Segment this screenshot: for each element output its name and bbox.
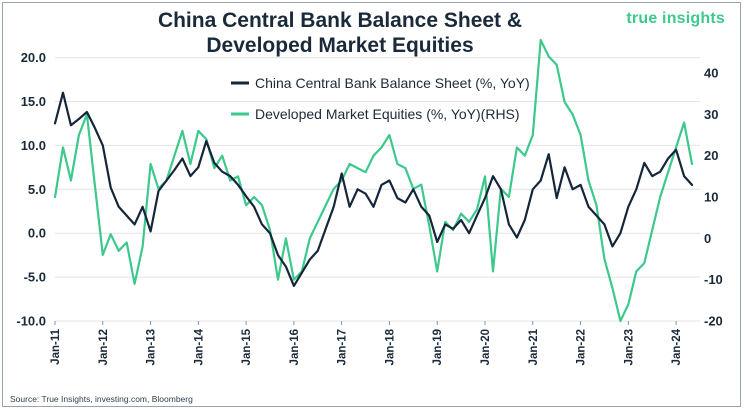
- x-axis: Jan-11 Jan-12 Jan-13 Jan-14 Jan-15 Jan-16 Jan-…: [50, 321, 683, 365]
- x-tick-label: Jan-13: [146, 329, 158, 365]
- chart-frame: [2, 2, 741, 407]
- x-tick-label: Jan-11: [50, 328, 62, 364]
- legend-label: Developed Market Equities (%, YoY)(RHS): [255, 106, 520, 122]
- left-axis: 20.0 15.0 10.0 5.0 0.0 -5.0 -10.0: [16, 50, 46, 328]
- title-line-2: Developed Market Equities: [206, 34, 474, 57]
- right-tick-label: 0: [704, 231, 711, 246]
- legend-label: China Central Bank Balance Sheet (%, YoY…: [255, 75, 530, 91]
- x-tick-label: Jan-17: [337, 329, 349, 365]
- x-tick-label: Jan-23: [623, 329, 635, 365]
- x-tick-label: Jan-16: [289, 329, 301, 365]
- left-tick-label: -5.0: [24, 270, 46, 285]
- x-tick-label: Jan-19: [432, 329, 444, 365]
- source-note: Source: True Insights, investing.com, Bl…: [10, 394, 193, 404]
- series-line-china-balance-sheet: [53, 91, 694, 287]
- chart-title: China Central Bank Balance Sheet & Devel…: [140, 8, 540, 58]
- grid-lines: [55, 57, 700, 322]
- x-tick-label: Jan-15: [241, 328, 253, 365]
- x-tick-label: Jan-24: [671, 328, 683, 365]
- right-tick-label: -10: [704, 272, 723, 287]
- right-tick-label: -20: [704, 314, 723, 329]
- legend: China Central Bank Balance Sheet (%, YoY…: [231, 75, 530, 122]
- x-tick-label: Jan-12: [98, 329, 110, 365]
- x-tick-label: Jan-14: [193, 328, 205, 365]
- x-tick-label: Jan-18: [384, 328, 396, 365]
- right-tick-label: 10: [704, 190, 718, 205]
- brand-logo: true insights: [626, 10, 725, 27]
- title-line-1: China Central Bank Balance Sheet &: [157, 9, 523, 32]
- right-tick-label: 30: [704, 107, 718, 122]
- right-axis: 40 30 20 10 0 -10 -20: [704, 66, 723, 329]
- left-tick-label: 5.0: [28, 182, 46, 197]
- left-tick-label: 15.0: [21, 94, 46, 109]
- left-tick-label: 20.0: [21, 50, 46, 65]
- left-tick-label: 10.0: [21, 138, 46, 153]
- right-tick-label: 40: [704, 66, 718, 81]
- left-tick-label: -10.0: [16, 314, 46, 329]
- x-tick-label: Jan-20: [480, 329, 492, 365]
- x-tick-label: Jan-22: [576, 329, 588, 365]
- left-tick-label: 0.0: [28, 226, 46, 241]
- series-lines: [53, 38, 694, 323]
- x-tick-label: Jan-21: [528, 328, 540, 365]
- right-tick-label: 20: [704, 148, 718, 163]
